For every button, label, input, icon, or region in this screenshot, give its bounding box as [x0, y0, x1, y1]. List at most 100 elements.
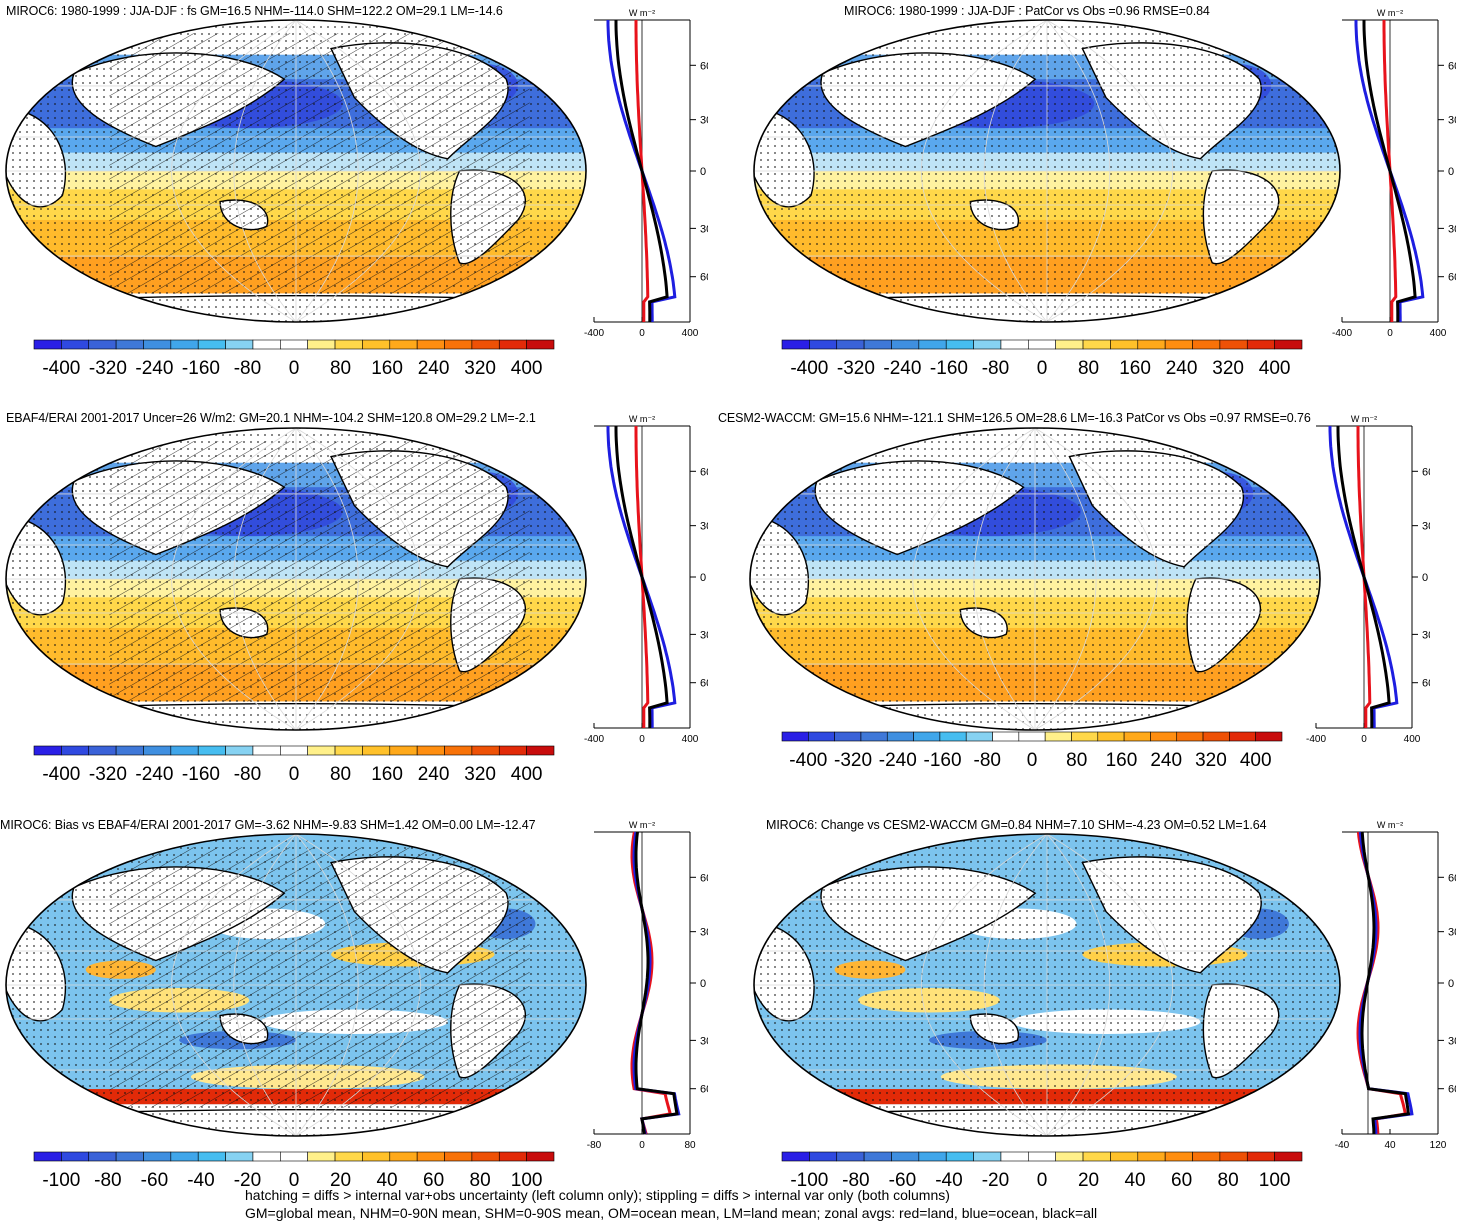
zonal-all-line — [614, 20, 669, 322]
footnote-hatching: hatching = diffs > internal var+obs unce… — [245, 1187, 950, 1203]
colorbar-tick-label: -80 — [234, 358, 261, 379]
colorbar: -100 -80 -60 -40 -20 0 20 40 60 80 100 — [781, 1151, 1303, 1191]
zonal-x-tick-label: 0 — [639, 328, 645, 339]
colorbar-swatch — [1255, 731, 1283, 742]
panel-title: EBAF4/ERAI 2001-2017 Uncer=26 W/m2: GM=2… — [6, 411, 536, 425]
colorbar-swatch — [88, 745, 117, 756]
latitude-tick-label: 0 — [700, 572, 706, 584]
colorbar-tick-label: 320 — [1195, 750, 1227, 771]
colorbar-swatch — [1274, 1151, 1303, 1162]
colorbar-swatch — [225, 1151, 254, 1162]
zonal-mean-plot: W m⁻² 60N 30N 0 30S 60S -80 0 80 — [587, 820, 708, 1151]
colorbar-swatch — [389, 745, 418, 756]
colorbar-swatch — [1164, 339, 1193, 350]
colorbar-swatch — [197, 339, 226, 350]
latitude-tick-label: 60S — [1448, 272, 1456, 284]
colorbar-swatch — [1202, 731, 1230, 742]
colorbar-tick-label: 0 — [289, 1170, 300, 1191]
colorbar-swatch — [1097, 731, 1125, 742]
colorbar-swatch — [225, 745, 254, 756]
latitude-tick-label: 60N — [700, 872, 708, 884]
colorbar-swatch — [33, 745, 62, 756]
colorbar-swatch — [362, 745, 391, 756]
colorbar-tick-label: -20 — [234, 1170, 261, 1191]
colorbar-tick-label: 100 — [511, 1170, 543, 1191]
global-map — [749, 427, 1321, 731]
colorbar-tick-label: 400 — [511, 764, 543, 785]
colorbar-tick-label: 160 — [1119, 358, 1151, 379]
zonal-units-label: W m⁻² — [629, 8, 655, 18]
colorbar-swatch — [1246, 1151, 1275, 1162]
zonal-x-tick-label: -40 — [1335, 1140, 1350, 1151]
colorbar-swatch — [918, 1151, 947, 1162]
zonal-units-label: W m⁻² — [629, 414, 655, 424]
zonal-mean-plot: W m⁻² 60N 30N 0 30S 60S -400 0 400 — [1332, 8, 1456, 339]
colorbar-swatch — [170, 1151, 199, 1162]
colorbar-swatch — [973, 1151, 1002, 1162]
colorbar-tick-label: -320 — [89, 358, 127, 379]
colorbar-swatch — [1082, 339, 1111, 350]
colorbar-tick-label: 160 — [371, 358, 403, 379]
footnote-definitions: GM=global mean, NHM=0-90N mean, SHM=0-90… — [245, 1205, 1098, 1221]
latitude-tick-label: 30S — [700, 223, 708, 235]
colorbar-swatch — [170, 745, 199, 756]
colorbar-tick-label: 60 — [1171, 1170, 1192, 1191]
colorbar-swatch — [252, 745, 281, 756]
latitude-tick-label: 60S — [1448, 1084, 1456, 1096]
zonal-x-tick-label: 0 — [1387, 328, 1393, 339]
latitude-tick-label: 30N — [1448, 927, 1456, 939]
colorbar: -400 -320 -240 -160 -80 0 80 160 240 320 400 — [33, 745, 555, 785]
zonal-x-tick-label: -400 — [1306, 734, 1326, 745]
colorbar-tick-label: -240 — [135, 358, 173, 379]
colorbar-swatch — [1000, 1151, 1029, 1162]
colorbar-swatch — [143, 1151, 172, 1162]
colorbar-swatch — [808, 731, 835, 742]
colorbar-swatch — [1071, 731, 1099, 742]
colorbar-swatch — [416, 339, 445, 350]
zonal-x-tick-label: -400 — [584, 734, 604, 745]
colorbar-tick-label: -60 — [889, 1170, 916, 1191]
colorbar-swatch — [88, 1151, 117, 1162]
colorbar-tick-label: -240 — [883, 358, 921, 379]
colorbar-swatch — [1176, 731, 1204, 742]
colorbar-swatch — [973, 339, 1002, 350]
colorbar-tick-label: 320 — [464, 358, 496, 379]
colorbar-swatch — [1164, 1151, 1193, 1162]
colorbar-swatch — [860, 731, 888, 742]
zonal-x-tick-label: 40 — [1384, 1140, 1396, 1151]
colorbar-tick-label: 320 — [464, 764, 496, 785]
latitude-tick-label: 60N — [1422, 466, 1430, 478]
colorbar-swatch — [1192, 339, 1221, 350]
zonal-x-tick-label: 400 — [682, 328, 699, 339]
colorbar-tick-label: 320 — [1212, 358, 1244, 379]
colorbar-tick-label: -400 — [790, 358, 828, 379]
latitude-tick-label: 0 — [700, 166, 706, 178]
colorbar-tick-label: 160 — [1106, 750, 1138, 771]
colorbar-swatch — [834, 731, 862, 742]
colorbar-swatch — [918, 339, 947, 350]
colorbar-swatch — [1192, 1151, 1221, 1162]
colorbar-tick-label: -400 — [42, 764, 80, 785]
colorbar-swatch — [1028, 1151, 1056, 1162]
latitude-tick-label: 30S — [1448, 1035, 1456, 1047]
latitude-tick-label: 30S — [1422, 629, 1430, 641]
colorbar-tick-label: 80 — [470, 1170, 491, 1191]
latitude-tick-label: 30N — [1422, 521, 1430, 533]
colorbar-swatch — [992, 731, 1020, 742]
colorbar-tick-label: 80 — [1066, 750, 1087, 771]
colorbar-swatch — [863, 339, 892, 350]
latitude-tick-label: 30S — [700, 1035, 708, 1047]
colorbar-tick-label: 0 — [1037, 358, 1048, 379]
latitude-tick-label: 60S — [1422, 678, 1430, 690]
colorbar-tick-label: 240 — [418, 764, 450, 785]
colorbar-tick-label: 240 — [1150, 750, 1182, 771]
colorbar-swatch — [280, 339, 308, 350]
colorbar-tick-label: 240 — [1166, 358, 1198, 379]
colorbar-swatch — [891, 1151, 920, 1162]
colorbar-swatch — [498, 339, 527, 350]
colorbar-swatch — [444, 745, 473, 756]
latitude-tick-label: 0 — [1448, 978, 1454, 990]
colorbar-tick-label: -160 — [930, 358, 968, 379]
colorbar-swatch — [1110, 339, 1139, 350]
panel-title: MIROC6: Change vs CESM2-WACCM GM=0.84 NH… — [766, 818, 1267, 832]
